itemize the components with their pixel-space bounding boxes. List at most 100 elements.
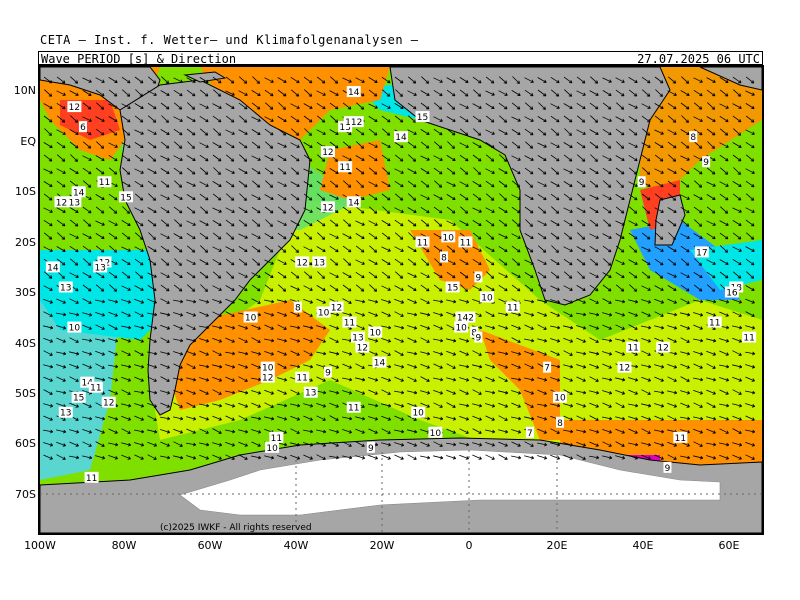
direction-arrow	[56, 312, 67, 317]
lon-label-100w: 100W	[24, 539, 56, 552]
direction-arrow	[368, 350, 378, 356]
direction-arrow	[615, 245, 625, 253]
direction-arrow	[394, 258, 404, 266]
institute-title: CETA – Inst. f. Wetter– und Klimafolgena…	[40, 33, 419, 47]
direction-arrow	[706, 311, 717, 317]
direction-arrow	[407, 454, 417, 460]
direction-arrow	[680, 141, 690, 149]
direction-arrow	[485, 390, 496, 395]
direction-arrow	[316, 441, 327, 447]
direction-arrow	[43, 232, 53, 240]
direction-arrow	[550, 311, 560, 317]
lon-label-20w: 20W	[369, 539, 395, 552]
direction-arrow	[291, 167, 300, 175]
direction-arrow	[147, 141, 157, 149]
period-label-bg	[553, 391, 568, 403]
direction-arrow	[745, 141, 755, 149]
direction-arrow	[173, 351, 184, 356]
direction-arrow	[498, 141, 508, 149]
direction-arrow	[122, 128, 131, 136]
direction-arrow	[433, 324, 443, 330]
direction-arrow	[511, 245, 521, 253]
direction-arrow	[199, 154, 209, 162]
direction-arrow	[511, 129, 521, 135]
direction-arrow	[342, 455, 353, 460]
direction-arrow	[498, 376, 508, 382]
direction-arrow	[680, 284, 690, 292]
period-label-bg	[67, 101, 82, 113]
direction-arrow	[290, 442, 301, 447]
direction-arrow	[212, 271, 222, 279]
direction-arrow	[56, 454, 66, 460]
direction-arrow	[563, 454, 573, 460]
period-label-bg	[80, 376, 95, 388]
direction-arrow	[459, 428, 469, 434]
direction-arrow	[589, 402, 599, 408]
product-bar: Wave_PERIOD [s] & Direction 27.07.2025 0…	[38, 51, 763, 66]
direction-arrow	[446, 259, 456, 265]
direction-arrow	[732, 364, 743, 369]
direction-arrow	[745, 154, 755, 162]
direction-arrow	[199, 115, 209, 123]
direction-arrow	[82, 233, 92, 239]
period-label: 14	[374, 359, 386, 369]
direction-arrow	[433, 363, 443, 369]
direction-arrow	[433, 116, 443, 122]
direction-arrow	[745, 76, 755, 84]
direction-arrow	[342, 312, 353, 317]
direction-arrow	[394, 193, 404, 201]
direction-arrow	[186, 389, 196, 395]
direction-arrow	[95, 271, 105, 279]
direction-arrow	[342, 141, 352, 149]
direction-arrow	[108, 428, 118, 434]
direction-arrow	[108, 232, 118, 240]
direction-arrow	[82, 298, 92, 304]
direction-arrow	[680, 245, 690, 253]
direction-arrow	[239, 154, 248, 162]
period-label: 12	[657, 344, 668, 354]
direction-arrow	[615, 312, 626, 317]
direction-arrow	[187, 141, 195, 149]
direction-arrow	[732, 299, 743, 304]
zone-period-8-southatl	[480, 330, 560, 440]
direction-arrow	[303, 403, 314, 408]
direction-arrow	[225, 115, 235, 123]
direction-arrow	[602, 455, 613, 460]
direction-arrow	[238, 233, 248, 239]
zone-period-8-argentina	[170, 300, 330, 410]
direction-arrow	[693, 338, 704, 343]
direction-arrow	[160, 155, 170, 161]
direction-arrow	[693, 402, 703, 408]
land-arabia	[699, 67, 762, 91]
period-label-bg	[351, 331, 366, 343]
direction-arrow	[212, 415, 222, 421]
direction-arrow	[680, 102, 690, 110]
direction-arrow	[628, 193, 638, 201]
direction-arrow	[602, 77, 612, 83]
direction-arrow	[446, 128, 456, 136]
lat-label-10s: 10S	[15, 185, 36, 198]
direction-arrow	[615, 428, 625, 434]
direction-arrow	[589, 390, 600, 395]
direction-arrow	[498, 325, 509, 330]
direction-arrow	[277, 363, 287, 369]
direction-arrow	[108, 220, 118, 226]
direction-arrow	[589, 194, 599, 200]
direction-arrow	[329, 402, 339, 408]
direction-arrow	[82, 206, 92, 214]
period-label-bg	[260, 361, 275, 373]
direction-arrow	[394, 403, 405, 408]
period-label: 6	[80, 123, 86, 133]
direction-arrow	[82, 90, 92, 96]
direction-arrow	[433, 167, 443, 175]
direction-arrow	[706, 206, 716, 214]
direction-arrow	[290, 89, 300, 97]
direction-arrow	[186, 128, 196, 136]
direction-arrow	[329, 390, 340, 395]
direction-arrow	[420, 102, 430, 110]
direction-arrow	[368, 299, 379, 304]
period-label: 8	[441, 253, 447, 263]
direction-arrow	[147, 364, 158, 369]
direction-arrow	[95, 220, 105, 226]
direction-arrow	[486, 271, 495, 279]
